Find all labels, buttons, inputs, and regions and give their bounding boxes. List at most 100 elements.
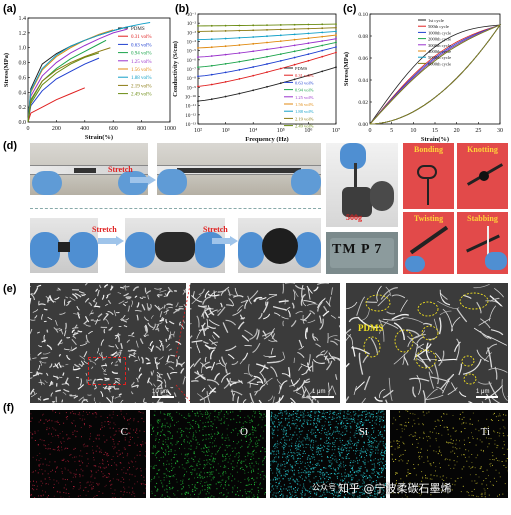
eds-dot — [101, 462, 103, 464]
eds-dot — [331, 473, 333, 474]
eds-dot — [189, 428, 191, 430]
eds-dot — [247, 484, 249, 486]
sem-flake — [378, 319, 399, 330]
eds-dot — [231, 480, 233, 482]
eds-dot — [328, 421, 330, 423]
eds-dot — [111, 459, 113, 460]
eds-dot — [283, 426, 285, 428]
eds-dot — [190, 465, 191, 467]
eds-dot — [371, 427, 373, 429]
legend-entry: 0.63 vol% — [295, 80, 314, 85]
eds-dot — [115, 464, 117, 466]
eds-dot — [68, 437, 70, 439]
eds-dot — [263, 413, 265, 415]
eds-dot — [507, 435, 508, 437]
sem-flake — [438, 317, 442, 335]
sem-flake — [305, 364, 314, 374]
eds-dot — [287, 489, 289, 491]
eds-dot — [355, 425, 357, 427]
eds-dot — [39, 452, 41, 454]
eds-dot — [102, 459, 103, 461]
y-tick-label: 10⁻⁷ — [187, 67, 197, 73]
eds-dot — [275, 477, 277, 479]
eds-dot — [208, 484, 210, 486]
eds-dot — [317, 420, 319, 422]
eds-dot — [337, 473, 338, 475]
eds-dot — [249, 490, 251, 492]
eds-dot — [340, 413, 341, 415]
eds-dot — [199, 463, 201, 465]
eds-dot — [222, 460, 224, 462]
series-marker — [238, 68, 241, 71]
sem-flake — [190, 363, 195, 370]
eds-dot — [216, 416, 218, 418]
eds-dot — [63, 422, 65, 424]
eds-dot — [283, 484, 285, 486]
eds-dot — [207, 484, 208, 486]
eds-dot — [295, 422, 297, 424]
sem-flake — [78, 363, 83, 368]
eds-dot — [304, 410, 305, 412]
eds-dot — [293, 434, 295, 436]
eds-dot — [330, 465, 332, 467]
eds-dot — [494, 431, 496, 433]
eds-dot — [168, 463, 170, 465]
eds-dot — [104, 475, 106, 477]
scale-bar-2: 1 μm — [312, 389, 334, 398]
eds-dot — [447, 426, 448, 428]
eds-dot — [195, 487, 197, 489]
eds-dot — [208, 449, 210, 451]
sem-flake — [391, 294, 406, 299]
eds-dot — [40, 485, 42, 487]
sem-flake — [425, 394, 444, 401]
eds-dot — [79, 455, 81, 457]
eds-dot — [448, 464, 450, 466]
eds-dot — [357, 460, 359, 462]
sem-flake — [168, 334, 171, 341]
eds-dot — [271, 450, 273, 452]
sem-flake — [204, 356, 207, 363]
sem-flake — [183, 289, 186, 293]
eds-dot — [342, 488, 344, 489]
eds-dot — [450, 478, 452, 479]
eds-dot — [302, 453, 304, 454]
eds-dot — [322, 475, 324, 476]
eds-dot — [156, 482, 158, 484]
eds-dot — [302, 423, 304, 425]
eds-dot — [312, 464, 314, 466]
eds-dot — [370, 415, 372, 417]
eds-dot — [328, 460, 330, 462]
eds-dot — [139, 454, 141, 456]
eds-dot — [285, 456, 287, 458]
eds-dot — [53, 479, 55, 481]
eds-dot — [331, 483, 333, 484]
eds-dot — [232, 475, 233, 477]
eds-dot — [371, 477, 373, 479]
eds-dot — [384, 446, 386, 448]
sem-flake — [203, 318, 208, 332]
sem-flake — [166, 372, 171, 380]
eds-dot — [319, 470, 321, 472]
eds-dot — [289, 415, 290, 417]
eds-dot — [307, 424, 309, 425]
sem-flake — [101, 367, 107, 373]
eds-dot — [407, 473, 409, 475]
eds-dot — [442, 475, 444, 477]
eds-dot — [438, 433, 440, 435]
eds-dot — [287, 478, 289, 479]
eds-dot — [171, 469, 173, 471]
eds-dot — [34, 497, 36, 498]
eds-dot — [343, 422, 345, 424]
eds-dot — [183, 486, 184, 488]
eds-dot — [192, 438, 194, 440]
eds-dot — [347, 410, 349, 412]
eds-dot — [122, 494, 124, 496]
eds-dot — [194, 485, 196, 487]
eds-dot — [252, 477, 253, 479]
eds-dot — [433, 428, 435, 430]
eds-dot — [323, 445, 324, 447]
eds-dot — [42, 463, 44, 465]
sem-flake — [296, 380, 306, 392]
eds-dot — [275, 453, 277, 455]
eds-dot — [280, 418, 282, 419]
